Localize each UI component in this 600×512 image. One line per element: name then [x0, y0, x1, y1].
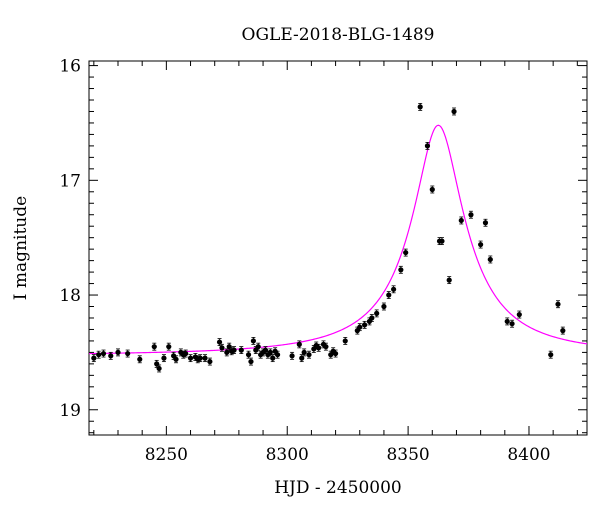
data-point [316, 345, 322, 351]
data-point [504, 318, 510, 325]
data-point [248, 358, 254, 365]
data-point [446, 277, 452, 283]
y-tick-label: 19 [59, 401, 81, 421]
y-tick-label: 18 [59, 286, 81, 306]
data-point [154, 361, 160, 367]
data-point [301, 349, 307, 355]
data-point [161, 355, 167, 361]
data-point [306, 352, 312, 358]
data-point [137, 356, 143, 362]
data-point [560, 328, 566, 334]
data-point [100, 350, 107, 357]
data-point [516, 311, 522, 318]
data-point [332, 350, 339, 357]
data-point [289, 353, 295, 359]
data-point [374, 310, 380, 316]
data-point [262, 347, 269, 353]
chart-title: OGLE-2018-BLG-1489 [242, 25, 435, 45]
error-bar-layer [91, 102, 565, 373]
data-point [108, 353, 114, 359]
plot-frame [88, 60, 588, 436]
data-point [183, 350, 189, 357]
data-point [187, 355, 194, 361]
data-point [369, 315, 375, 321]
data-point [468, 212, 474, 218]
data-point [91, 355, 97, 361]
data-point [361, 322, 368, 328]
y-axis: 16 17 18 19 [59, 57, 587, 434]
data-point [245, 352, 252, 358]
data-point [403, 249, 409, 256]
x-tick-label: 8250 [145, 445, 188, 465]
data-point [439, 238, 445, 244]
data-point [207, 358, 213, 365]
data-point [151, 344, 157, 350]
data-point [231, 347, 237, 353]
data-point [429, 186, 435, 193]
data-point [391, 286, 397, 292]
data-point [424, 143, 431, 149]
data-point [274, 352, 281, 358]
y-tick-label: 16 [59, 57, 81, 77]
data-point [386, 292, 392, 298]
model-curve-layer [88, 124, 588, 355]
data-point [216, 339, 223, 345]
x-tick-label: 8350 [386, 445, 429, 465]
data-point [458, 217, 464, 224]
y-axis-label: I magnitude [11, 196, 31, 300]
data-point [509, 321, 515, 327]
data-point [478, 241, 484, 248]
data-point [202, 355, 208, 361]
model-curve [88, 124, 588, 355]
data-point [224, 349, 230, 355]
data-point [555, 301, 561, 307]
data-point [238, 347, 244, 353]
data-point-layer [91, 104, 566, 372]
data-point [173, 356, 179, 362]
x-axis-label: HJD - 2450000 [274, 478, 402, 498]
data-point [166, 344, 172, 350]
data-point [219, 345, 225, 351]
data-point [115, 349, 121, 355]
x-axis: 8250 8300 8350 8400 [93, 61, 578, 465]
data-point [357, 324, 363, 330]
data-point [398, 267, 404, 273]
data-point [197, 355, 203, 361]
data-point [125, 350, 131, 357]
data-point [548, 352, 554, 358]
data-point [156, 365, 162, 372]
data-point [250, 338, 256, 344]
data-point [482, 220, 489, 226]
plot-area [88, 60, 588, 436]
data-point [299, 355, 305, 361]
data-point [417, 104, 423, 110]
data-point [487, 256, 493, 263]
x-tick-label: 8300 [266, 445, 309, 465]
data-point [296, 341, 302, 347]
data-point [451, 108, 457, 115]
data-point [226, 344, 232, 350]
data-point [270, 355, 276, 361]
data-point [96, 352, 102, 358]
data-point [323, 344, 329, 350]
data-point [267, 349, 273, 355]
x-tick-label: 8400 [507, 445, 550, 465]
y-tick-label: 17 [59, 171, 81, 191]
data-point [255, 344, 261, 350]
data-point [381, 303, 387, 310]
data-point [342, 338, 348, 344]
